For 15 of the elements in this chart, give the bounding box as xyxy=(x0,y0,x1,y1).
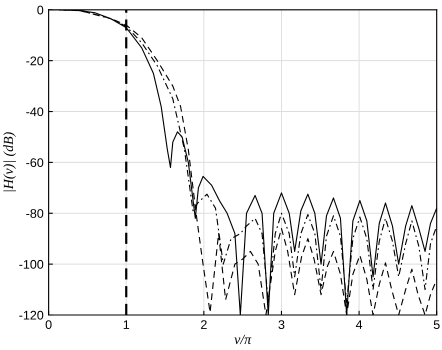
y-tick-label: -100 xyxy=(19,260,44,269)
x-tick-label: 4 xyxy=(356,320,362,329)
x-tick-label: 5 xyxy=(434,320,440,330)
x-tick-label: 0 xyxy=(46,320,52,330)
x-tick-label: 1 xyxy=(124,320,130,329)
x-tick-label: 3 xyxy=(278,320,284,330)
y-tick-label: 0 xyxy=(37,6,44,14)
y-axis-title: |H(v)| (dB) xyxy=(3,132,16,192)
y-tick-label: -120 xyxy=(19,310,44,320)
x-tick-label: 2 xyxy=(201,320,207,329)
x-axis-title: v/π xyxy=(234,334,252,344)
y-tick-label: -80 xyxy=(26,209,44,218)
y-tick-label: -20 xyxy=(26,56,44,66)
y-tick-label: -60 xyxy=(26,158,44,168)
y-tick-label: -40 xyxy=(26,107,44,116)
